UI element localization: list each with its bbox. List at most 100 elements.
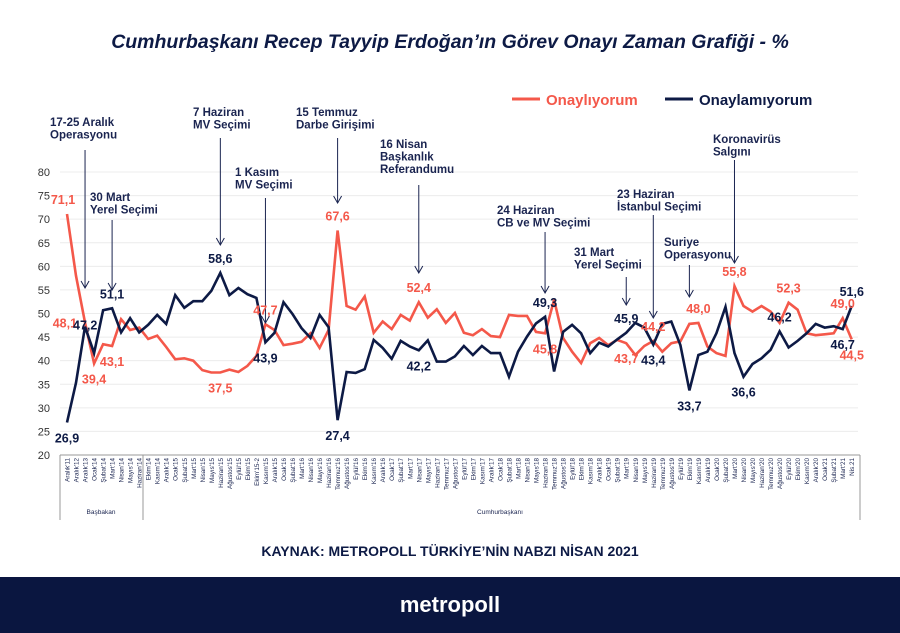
x-tick-label: Mart'20	[732, 458, 739, 479]
x-tick-label: Temmuz'17	[443, 458, 450, 490]
x-tick-label: Şubat'14	[101, 458, 108, 483]
x-tick-label: Aralık'14	[164, 458, 171, 483]
x-tick-label: Nisan'16	[308, 458, 315, 483]
x-tick-label: Mart'16	[299, 458, 306, 479]
arrowhead-icon	[333, 195, 343, 205]
y-tick-label: 30	[38, 403, 50, 415]
data-label: 43,1	[100, 355, 124, 369]
annotation-text: 17-25 Aralık	[50, 117, 115, 129]
annotation-text: 16 Nisan	[380, 139, 427, 151]
annotation-text: Yerel Seçimi	[574, 260, 642, 272]
annotation-text: Suriye	[664, 237, 699, 249]
x-tick-label: Haziran'17	[434, 458, 441, 488]
y-tick-label: 75	[38, 191, 50, 203]
x-tick-label: Aralık'19	[705, 458, 712, 483]
series-lines	[65, 213, 853, 423]
annotation-text: 23 Haziran	[617, 189, 675, 201]
y-tick-label: 60	[38, 261, 50, 273]
data-label: 46,7	[831, 338, 855, 352]
x-tick-label: Aralık'18	[597, 458, 604, 483]
data-label: 45,8	[533, 342, 557, 356]
data-label: 52,4	[407, 281, 431, 295]
x-tick-label: Nisan'20	[741, 458, 748, 483]
annotation-text: Salgını	[713, 147, 751, 159]
arrowhead-icon	[648, 310, 658, 320]
x-tick-label: Şubat'21	[831, 458, 838, 483]
x-tick-label: Mart'14	[110, 458, 117, 479]
x-tick-label: Mayıs'18	[534, 458, 541, 483]
x-tick-label: Haziran'20	[759, 458, 766, 488]
x-tick-label: Ağustos'17	[452, 458, 459, 489]
arrowhead-icon	[80, 280, 90, 290]
group-label: Cumhurbaşkanı	[477, 509, 523, 516]
x-tick-label: Mayıs'19	[642, 458, 649, 483]
arrowhead-icon	[261, 315, 270, 325]
x-tick-label: Nisan'15	[200, 458, 207, 483]
x-tick-label: Ocak'19	[606, 458, 613, 481]
x-tick-label: Ekim'16	[362, 458, 369, 481]
data-label: 43,4	[641, 354, 665, 368]
group-label: Başbakan	[87, 509, 116, 516]
annotation-text: Darbe Girişimi	[296, 120, 375, 132]
x-tick-label: Mart'17	[407, 458, 414, 479]
arrowhead-icon	[215, 237, 225, 247]
data-label: 55,8	[722, 265, 746, 279]
arrowhead-icon	[414, 265, 424, 275]
x-tick-label: Mayıs'20	[750, 458, 757, 483]
x-tick-label: Mart'21	[840, 458, 847, 479]
data-label: 49,0	[831, 297, 855, 311]
x-tick-label: Nisan'19	[633, 458, 640, 483]
x-tick-label: Temmuz'16	[335, 458, 342, 490]
x-tick-label: Ağustos'20	[777, 458, 784, 489]
y-tick-label: 50	[38, 309, 50, 321]
x-tick-label: Ekim'20	[795, 458, 802, 481]
x-tick-label: Şubat'20	[723, 458, 730, 483]
x-tick-label: Haziran'18	[543, 458, 550, 488]
brand-logo: metropoll	[399, 592, 501, 617]
annotation-text: Başkanlık	[380, 152, 434, 164]
x-tick-label: Mart'19	[624, 458, 631, 479]
arrowhead-icon	[684, 289, 694, 299]
data-label: 43,9	[253, 351, 277, 365]
x-axis: Aralık'11 Aralık'12 Aralık'13 Ocak'14 Şubat'…	[59, 454, 861, 520]
data-labels: 71,1 26,9 48,147,2 39,4 51,1 43,1 58,6 37,5 47,7…	[51, 193, 864, 445]
y-axis-ticks: 20 25 30 35 40 45 50 55 60 65 70 75 80	[38, 167, 50, 462]
data-label: 33,7	[677, 399, 701, 413]
x-tick-label: Mart'15	[191, 458, 198, 479]
gridlines	[60, 171, 858, 456]
source-note: KAYNAK: METROPOLL TÜRKİYE’NİN NABZI NİSA…	[261, 543, 639, 559]
annotation-text: 30 Mart	[90, 192, 130, 204]
x-tick-label: Eylül'15	[236, 458, 243, 480]
x-tick-label: Şubat'16	[290, 458, 297, 483]
annotation-text: MV Seçimi	[193, 120, 251, 132]
y-tick-label: 45	[38, 332, 50, 344]
x-tick-label: Eylül'17	[461, 458, 468, 480]
legend: Onaylıyorum Onaylamıyorum	[512, 92, 812, 109]
data-label: 71,1	[51, 193, 75, 207]
annotation-text: 1 Kasım	[235, 167, 279, 179]
x-tick-label: Ocak'14	[92, 458, 99, 481]
data-label: 49,3	[533, 296, 557, 310]
data-label: 48,1	[53, 316, 77, 330]
x-tick-label: Temmuz'18	[552, 458, 559, 490]
x-tick-label: Kasım'18	[588, 458, 595, 485]
x-tick-label: Ekim'15	[245, 458, 252, 481]
x-tick-label: Haziran'16	[326, 458, 333, 488]
x-tick-label: Temmuz'20	[768, 458, 775, 490]
annotation-text: MV Seçimi	[235, 180, 293, 192]
x-tick-label: Şubat'19	[615, 458, 622, 483]
x-tick-label: Ağustos'15	[227, 458, 234, 489]
x-tick-label: Şubat'17	[398, 458, 405, 483]
x-tick-label: Aralık'12	[74, 458, 81, 483]
x-tick-label: Aralık'17	[488, 458, 495, 483]
x-tick-label: Ağustos'18	[561, 458, 568, 489]
